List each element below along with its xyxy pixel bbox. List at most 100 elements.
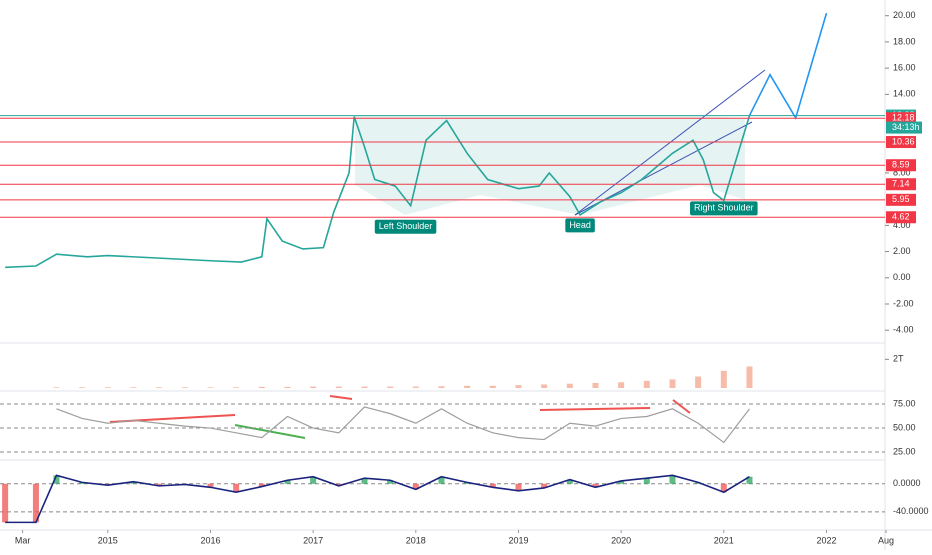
- bar: [79, 387, 86, 388]
- bar: [489, 483, 496, 488]
- x-tick-label: Mar: [15, 535, 31, 545]
- bar: [541, 483, 548, 488]
- bar: [130, 481, 137, 484]
- price-label: 12.18: [892, 113, 915, 123]
- bar: [130, 387, 137, 388]
- annotation-bg: [374, 219, 437, 234]
- price-label-bg: [886, 136, 916, 149]
- bar: [258, 483, 265, 487]
- y-tick-label: 16.00: [893, 63, 916, 73]
- annotation: Head: [569, 220, 591, 230]
- bar: [53, 475, 60, 484]
- bar: [310, 386, 317, 388]
- countdown-bg: [886, 121, 922, 134]
- y-tick-label: 0.00: [893, 272, 911, 282]
- y-tick-label: 8.00: [893, 167, 911, 177]
- bar: [592, 483, 599, 488]
- annotation-bg: [565, 218, 595, 233]
- bar: [387, 386, 394, 388]
- bar: [310, 476, 317, 484]
- price-label: 10.36: [892, 136, 915, 146]
- bar: [387, 480, 394, 484]
- series-line: [5, 115, 751, 269]
- bar: [361, 478, 368, 484]
- y-tick-label: -4.00: [893, 325, 914, 335]
- bar: [258, 386, 265, 388]
- bar: [592, 382, 599, 388]
- bar: [669, 475, 676, 484]
- annotation-bg: [690, 201, 758, 216]
- bar: [181, 387, 188, 388]
- bar: [335, 386, 342, 388]
- bar: [284, 386, 291, 388]
- price-label: 8.59: [892, 160, 910, 170]
- bar: [746, 366, 753, 388]
- bar: [618, 382, 625, 388]
- y-tick-label: -40.0000: [893, 506, 929, 516]
- y-tick-label: 18.00: [893, 36, 916, 46]
- x-tick-label: 2017: [303, 535, 323, 545]
- bar: [412, 386, 419, 388]
- divergence-line: [672, 399, 691, 414]
- bar: [720, 370, 727, 388]
- y-tick-label: 25.00: [893, 446, 916, 456]
- divergence-line: [329, 395, 353, 400]
- bar: [515, 385, 522, 388]
- x-tick-label: 2016: [200, 535, 220, 545]
- bar: [156, 483, 163, 486]
- bar: [412, 483, 419, 490]
- x-tick-label: Aug: [878, 535, 894, 545]
- bar: [438, 476, 445, 484]
- y-tick-label: -2.00: [893, 298, 914, 308]
- bar: [464, 385, 471, 388]
- x-tick-label: 2018: [406, 535, 426, 545]
- annotation: Right Shoulder: [694, 203, 754, 213]
- y-tick-label: 0.0000: [893, 478, 921, 488]
- series-line: [5, 474, 750, 524]
- price-label-bg: [886, 193, 916, 206]
- bar: [566, 383, 573, 388]
- bar: [618, 480, 625, 484]
- bar: [541, 384, 548, 388]
- bar: [207, 483, 214, 488]
- x-tick-label: 2022: [816, 535, 836, 545]
- bar: [156, 387, 163, 388]
- price-label: 4.62: [892, 212, 910, 222]
- y-tick-label: 75.00: [893, 398, 916, 408]
- bar: [489, 385, 496, 388]
- bar: [720, 483, 727, 493]
- bar: [335, 483, 342, 486]
- price-label-bg: [886, 112, 916, 125]
- divergence-line: [539, 407, 651, 411]
- bar: [233, 387, 240, 388]
- bar: [104, 387, 111, 388]
- x-tick-label: 2019: [508, 535, 528, 545]
- bar: [207, 387, 214, 388]
- bar: [669, 379, 676, 388]
- bar: [566, 479, 573, 484]
- countdown: 34:13h: [892, 122, 920, 132]
- y-tick-label: 2.00: [893, 246, 911, 256]
- bar: [361, 386, 368, 388]
- x-tick-label: 2021: [714, 535, 734, 545]
- bar: [515, 483, 522, 491]
- series-line: [748, 12, 828, 120]
- y-tick-label: 50.00: [893, 422, 916, 432]
- bar: [2, 483, 9, 523]
- bar: [233, 483, 240, 493]
- price-label-bg: [886, 211, 916, 224]
- x-tick-label: 2015: [98, 535, 118, 545]
- bar: [32, 483, 39, 523]
- bar: [284, 480, 291, 484]
- bar: [643, 380, 650, 388]
- series-line: [56, 406, 750, 444]
- price-label-bg: [886, 178, 916, 191]
- price-label: 5.95: [892, 194, 910, 204]
- bar: [438, 386, 445, 388]
- bar: [643, 478, 650, 484]
- bar: [695, 376, 702, 388]
- bar: [746, 476, 753, 484]
